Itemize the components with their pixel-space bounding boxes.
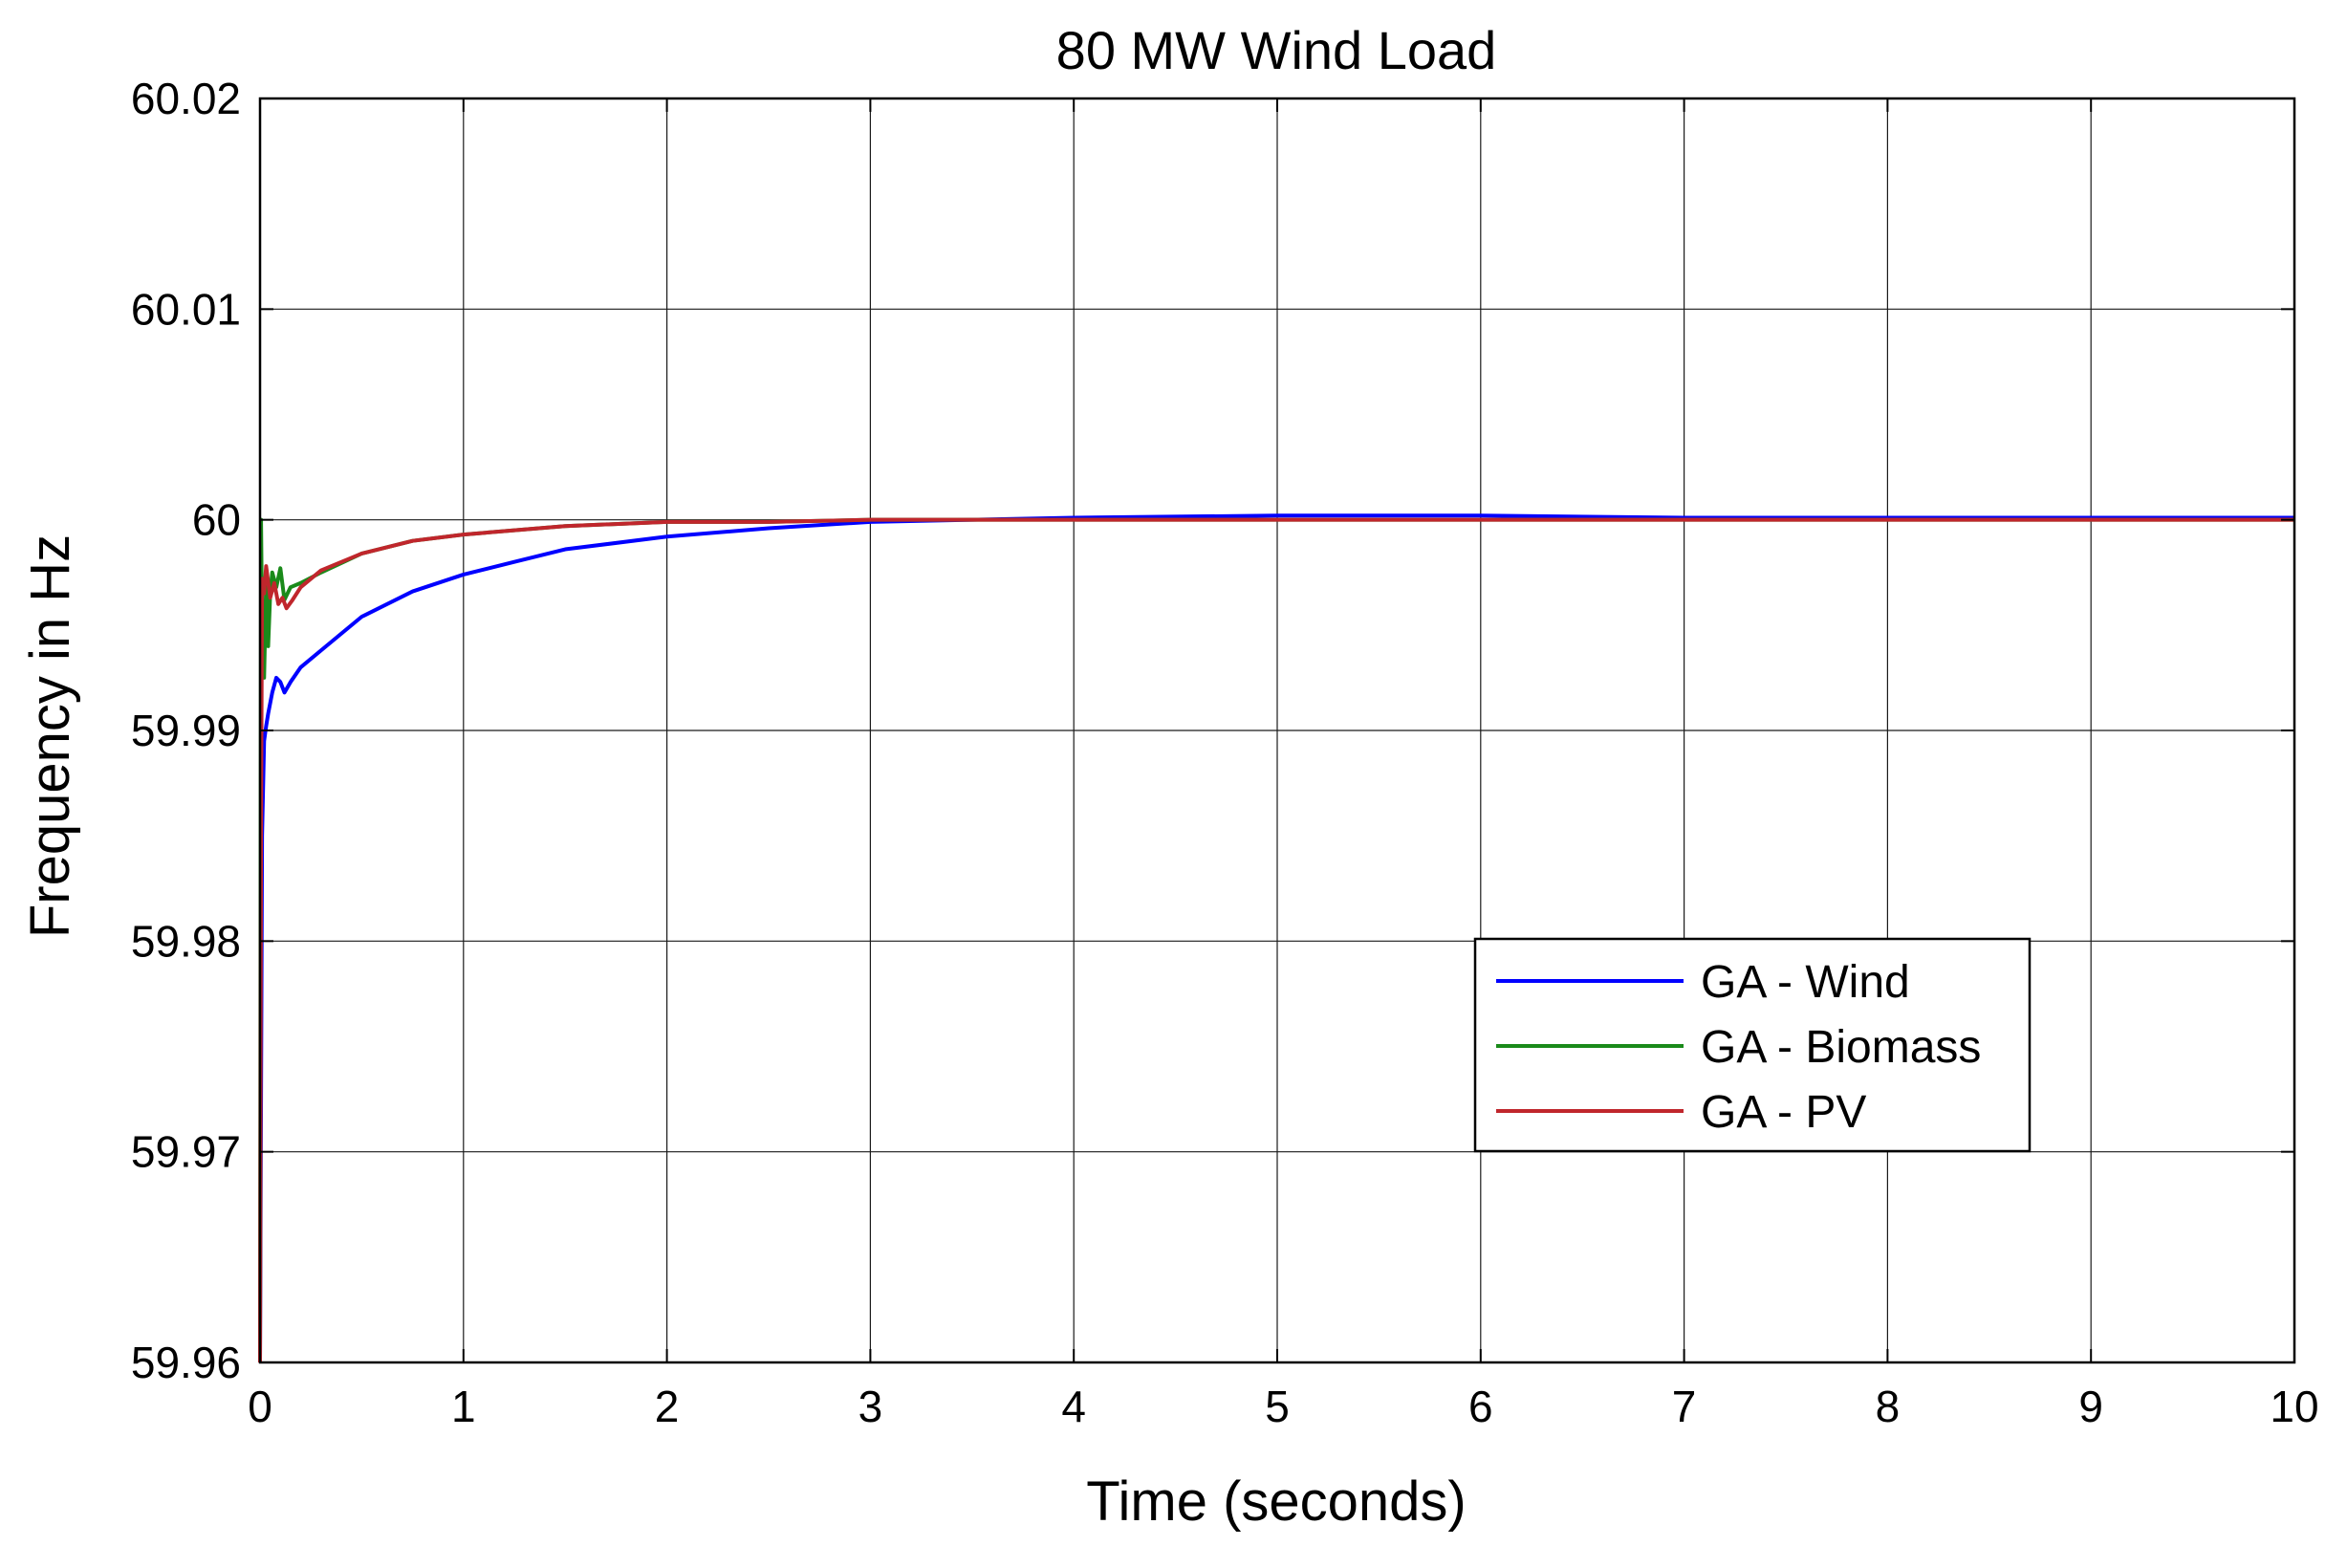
series-line-ga-pv bbox=[258, 517, 2294, 1363]
plot-series bbox=[258, 513, 2294, 1363]
x-tick-label: 10 bbox=[2270, 1382, 2318, 1431]
x-axis-label: Time (seconds) bbox=[1086, 1470, 1467, 1533]
x-tick-label: 4 bbox=[1061, 1382, 1086, 1431]
y-tick-label: 59.96 bbox=[131, 1338, 241, 1387]
legend-label: GA - Biomass bbox=[1701, 1022, 1981, 1073]
x-tick-label: 9 bbox=[2078, 1382, 2103, 1431]
x-tick-label: 1 bbox=[451, 1382, 476, 1431]
x-tick-label: 7 bbox=[1672, 1382, 1697, 1431]
x-tick-label: 2 bbox=[655, 1382, 680, 1431]
y-tick-label: 59.97 bbox=[131, 1127, 241, 1177]
x-tick-label: 6 bbox=[1468, 1382, 1493, 1431]
axis-ticks: 0 1 2 3 4 5 6 7 8 9 10 59.96 59.97 59.98 59.99 60 60.01 6… bbox=[131, 74, 2319, 1431]
x-tick-label: 8 bbox=[1876, 1382, 1901, 1431]
y-tick-label: 59.98 bbox=[131, 916, 241, 966]
y-axis-label: Frequency in Hz bbox=[19, 534, 81, 938]
legend: GA - Wind GA - Biomass GA - PV bbox=[1473, 937, 2032, 1153]
x-tick-label: 0 bbox=[248, 1382, 272, 1431]
x-tick-label: 5 bbox=[1265, 1382, 1290, 1431]
legend-label: GA - PV bbox=[1701, 1087, 1866, 1138]
y-tick-label: 59.99 bbox=[131, 706, 241, 755]
y-tick-label: 60.02 bbox=[131, 74, 241, 123]
chart-title: 80 MW Wind Load bbox=[1056, 20, 1497, 80]
y-tick-label: 60 bbox=[192, 495, 241, 545]
y-tick-label: 60.01 bbox=[131, 284, 241, 334]
legend-label: GA - Wind bbox=[1701, 957, 1910, 1008]
x-tick-label: 3 bbox=[858, 1382, 883, 1431]
series-line-ga-wind bbox=[258, 513, 2294, 1363]
